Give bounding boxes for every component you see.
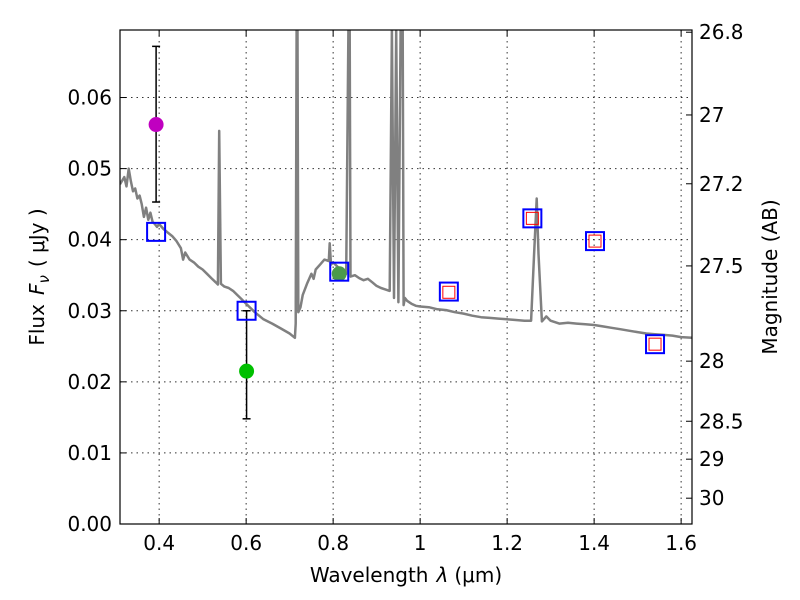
model-band-square (146, 221, 167, 242)
x-tick-label: 0.4 (143, 531, 175, 555)
y2-tick-label: 30 (699, 486, 724, 510)
x-tick-label: 1.6 (665, 531, 697, 555)
spectrum-line (120, 30, 692, 340)
model-flux-square (648, 337, 662, 351)
y-tick-label: 0.04 (67, 228, 112, 252)
y2-tick-label: 27 (699, 103, 724, 127)
y-tick-label: 0.02 (67, 370, 112, 394)
photometry-point (239, 363, 255, 379)
y2-axis-label: Magnitude (AB) (758, 199, 782, 354)
y-tick-label: 0.06 (67, 86, 112, 110)
y2-tick-label: 29 (699, 447, 724, 471)
y2-tick-label: 28 (699, 349, 724, 373)
y2-tick-label: 27.5 (699, 254, 744, 278)
tick-layer: 0.4 0.6 0.8 1 1.2 1.4 1.6 0.00 0.01 0.02 0.03 0.04 0… (67, 20, 743, 555)
model-band-square (329, 261, 350, 282)
photometry-point (148, 117, 164, 133)
marker-layer (146, 45, 666, 420)
grid (120, 30, 692, 524)
model-flux-square (525, 211, 539, 225)
x-tick-label: 1.4 (578, 531, 610, 555)
photometry-point (331, 266, 347, 282)
x-tick-label: 1 (414, 531, 427, 555)
y-tick-label: 0.00 (67, 512, 112, 536)
spectrum-layer (120, 30, 692, 340)
model-flux-square (442, 285, 456, 299)
x-tick-label: 0.8 (317, 531, 349, 555)
y-tick-label: 0.01 (67, 441, 112, 465)
plot-frame (119, 29, 693, 525)
y-axis-label: FluxFν( μJy ) (25, 208, 53, 345)
model-flux-square (588, 234, 602, 248)
model-band-square (522, 208, 543, 229)
y2-tick-label: 26.8 (699, 20, 744, 44)
y2-tick-label: 27.2 (699, 172, 744, 196)
x-tick-label: 0.6 (230, 531, 262, 555)
y-tick-label: 0.03 (67, 299, 112, 323)
model-band-square (584, 231, 605, 252)
model-band-square (236, 300, 257, 321)
y-tick-label: 0.05 (67, 157, 112, 181)
y2-tick-label: 28.5 (699, 409, 744, 433)
model-band-square (645, 334, 666, 355)
x-axis-label: Wavelength λ (μm) (310, 563, 502, 587)
x-tick-label: 1.2 (491, 531, 523, 555)
model-band-square (438, 281, 459, 302)
